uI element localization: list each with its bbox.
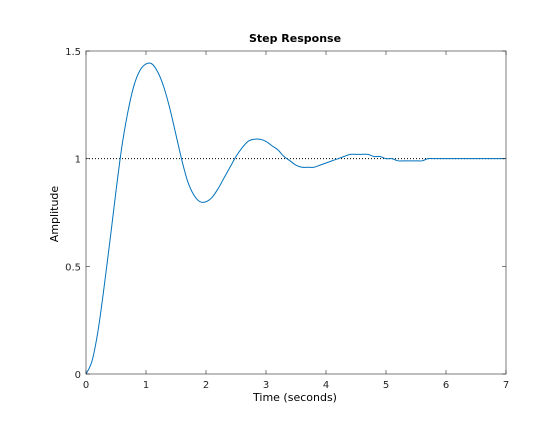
y-tick-label: 0.5 bbox=[65, 262, 81, 273]
x-tick-label: 2 bbox=[203, 380, 209, 391]
x-tick-label: 4 bbox=[323, 380, 329, 391]
x-tick-label: 5 bbox=[383, 380, 389, 391]
ticks-layer: 0 1 2 3 4 5 6 7 0 0.5 1 1.5 bbox=[65, 47, 509, 391]
x-tick-label: 1 bbox=[143, 380, 149, 391]
x-tick-label: 3 bbox=[263, 380, 269, 391]
series-line-0 bbox=[85, 62, 506, 375]
y-tick-label: 1 bbox=[75, 155, 81, 166]
y-tick-label: 1.5 bbox=[65, 47, 81, 58]
chart-title: Step Response bbox=[249, 32, 341, 45]
y-axis-label: Amplitude bbox=[48, 186, 61, 243]
x-tick-label: 6 bbox=[443, 380, 449, 391]
axes-frame bbox=[85, 50, 507, 375]
y-tick-label: 0 bbox=[75, 370, 81, 381]
x-tick-label: 7 bbox=[503, 380, 509, 391]
series-layer bbox=[85, 62, 506, 375]
x-tick-label: 0 bbox=[83, 380, 89, 391]
x-axis-label: Time (seconds) bbox=[252, 391, 337, 404]
axes-layer bbox=[85, 50, 507, 375]
